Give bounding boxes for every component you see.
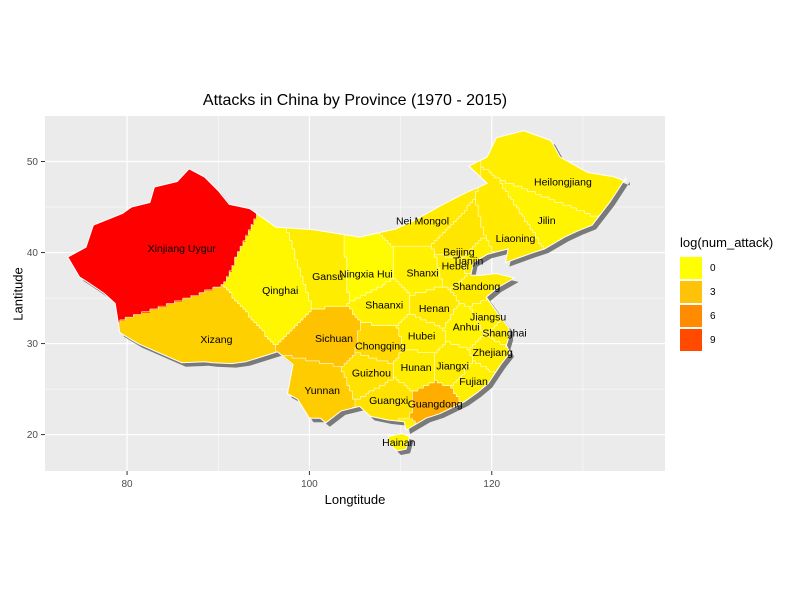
x-tick-label: 100	[301, 479, 318, 490]
legend: log(num_attack) 0 3 6 9	[680, 235, 773, 352]
province-label: Chongqing	[355, 340, 406, 352]
x-tick-label: 80	[121, 479, 133, 490]
legend-item: 9	[680, 328, 773, 352]
province-label: Hubei	[408, 330, 435, 342]
province-label: Hainan	[382, 437, 415, 449]
legend-label: 6	[710, 311, 716, 322]
legend-label: 9	[710, 335, 716, 346]
province-label: Hunan	[401, 362, 432, 374]
province-label: Xizang	[200, 334, 232, 346]
legend-swatch	[680, 281, 702, 303]
province-label: Guizhou	[352, 368, 391, 380]
legend-item: 3	[680, 280, 773, 304]
province-label: Yunnan	[304, 385, 340, 397]
province-label: Anhui	[453, 321, 480, 333]
province-label: Shaanxi	[365, 299, 403, 311]
province-label: Ningxia Hui	[339, 269, 393, 281]
legend-swatch	[680, 305, 702, 327]
province-label: Jilin	[537, 215, 555, 227]
province-label: Guangdong	[408, 399, 463, 411]
x-axis-title: Longtitude	[45, 492, 665, 507]
y-tick-label: 50	[27, 157, 39, 168]
y-tick-label: 40	[27, 248, 39, 259]
chart-title: Attacks in China by Province (1970 - 201…	[45, 92, 665, 110]
province-label: Nei Mongol	[396, 216, 449, 228]
x-axis-ticks: 80 100 120	[121, 471, 501, 490]
province-label: Hebei	[442, 260, 469, 272]
legend-item: 6	[680, 304, 773, 328]
legend-label: 0	[710, 263, 716, 274]
province-label: Tianjin	[453, 256, 484, 268]
legend-swatch	[680, 329, 702, 351]
y-axis-ticks: 20 30 40 50	[27, 157, 45, 441]
y-tick-label: 30	[27, 339, 39, 350]
province-label: Guangxi	[369, 395, 408, 407]
province-label: Zhejiang	[473, 347, 513, 359]
province-label: Beijing	[443, 247, 475, 259]
province-label: Fujian	[459, 376, 488, 388]
legend-swatch	[680, 257, 702, 279]
province-label: Liaoning	[496, 233, 536, 245]
province-label: Shanghai	[482, 328, 526, 340]
province-label: Qinghai	[262, 285, 298, 297]
province-label: Shandong	[452, 281, 500, 293]
province-label: Gansu	[312, 271, 343, 283]
y-axis-title: Lantitude	[11, 267, 26, 321]
legend-item: 0	[680, 256, 773, 280]
x-tick-label: 120	[483, 479, 500, 490]
y-tick-label: 20	[27, 430, 39, 441]
province-label: Jiangsu	[470, 311, 506, 323]
legend-title: log(num_attack)	[680, 235, 773, 250]
province-label: Henan	[419, 303, 450, 315]
province-label: Sichuan	[315, 333, 353, 345]
province-label: Shanxi	[406, 268, 438, 280]
legend-label: 3	[710, 287, 716, 298]
map-outline	[67, 130, 627, 452]
province-label: Xinjiang Uygur	[148, 243, 217, 255]
province-label: Heilongjiang	[534, 177, 592, 189]
province-label: Jiangxi	[436, 360, 469, 372]
